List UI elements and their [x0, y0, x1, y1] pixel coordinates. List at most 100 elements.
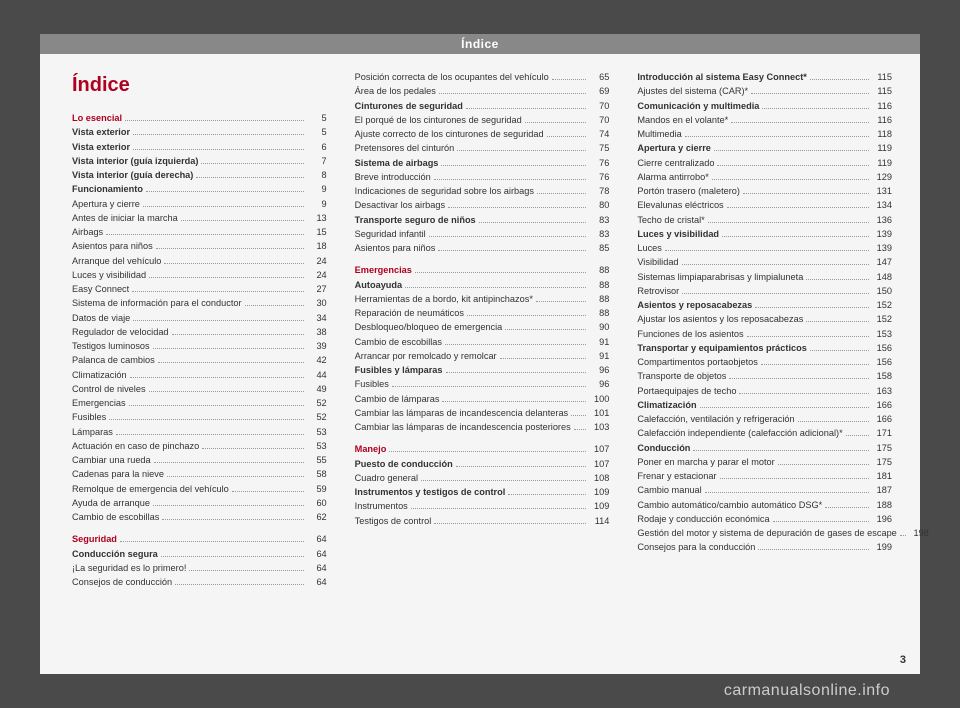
toc-row: Luces139: [637, 241, 892, 255]
toc-label: Actuación en caso de pinchazo: [72, 439, 199, 453]
toc-page: 85: [589, 241, 609, 255]
toc-page: 83: [589, 213, 609, 227]
toc-dots: [181, 220, 304, 221]
toc-row: Ajustar los asientos y los reposacabezas…: [637, 312, 892, 326]
toc-label: Cambio de lámparas: [355, 392, 440, 406]
toc-label: Manejo: [355, 442, 387, 456]
toc-row: Cambio de escobillas 62: [72, 510, 327, 524]
toc-dots: [747, 336, 869, 337]
toc-label: Gestión del motor y sistema de depuració…: [637, 526, 896, 540]
toc-page: 139: [872, 227, 892, 241]
toc-page: 9: [307, 182, 327, 196]
toc-dots: [806, 279, 869, 280]
toc-row: Cambiar las lámparas de incandescencia p…: [355, 420, 610, 434]
toc-dots: [125, 120, 304, 121]
toc-row: Conducción175: [637, 441, 892, 455]
toc-row: Vista interior (guía derecha)8: [72, 168, 327, 182]
toc-label: Consejos para la conducción: [637, 540, 755, 554]
toc-label: Apertura y cierre: [637, 141, 711, 155]
toc-page: 134: [872, 198, 892, 212]
toc-row: Ajustes del sistema (CAR)* 115: [637, 84, 892, 98]
toc-label: Conducción: [637, 441, 690, 455]
toc-row: Cambio de lámparas100: [355, 392, 610, 406]
toc-row: Consejos para la conducción199: [637, 540, 892, 554]
toc-dots: [717, 165, 869, 166]
toc-dots: [164, 263, 303, 264]
toc-label: Visibilidad: [637, 255, 678, 269]
toc-page: 103: [589, 420, 609, 434]
toc-page: 116: [872, 99, 892, 113]
toc-page: 150: [872, 284, 892, 298]
toc-dots: [149, 277, 304, 278]
toc-page: 196: [872, 512, 892, 526]
toc-row: Lámparas53: [72, 425, 327, 439]
toc-row: Área de los pedales69: [355, 84, 610, 98]
toc-row: Sistema de información para el conductor…: [72, 296, 327, 310]
toc-dots: [574, 429, 587, 430]
toc-label: Cierre centralizado: [637, 156, 714, 170]
toc-label: Pretensores del cinturón: [355, 141, 455, 155]
toc-dots: [116, 434, 304, 435]
toc-dots: [900, 535, 906, 536]
toc-label: Herramientas de a bordo, kit antipinchaz…: [355, 292, 533, 306]
toc-row: Cambio automático/cambio automático DSG*…: [637, 498, 892, 512]
toc-page: 156: [872, 355, 892, 369]
watermark: carmanualsonline.info: [724, 682, 890, 700]
toc-label: Cambio manual: [637, 483, 701, 497]
toc-row: Climatización166: [637, 398, 892, 412]
toc-dots: [167, 476, 304, 477]
toc-label: Cambio de escobillas: [72, 510, 159, 524]
toc-label: Breve introducción: [355, 170, 431, 184]
toc-page: 115: [872, 84, 892, 98]
toc-row: Cuadro general108: [355, 471, 610, 485]
toc-label: Seguridad: [72, 532, 117, 546]
toc-label: Ajustar los asientos y los reposacabezas: [637, 312, 803, 326]
toc-label: Arranque del vehículo: [72, 254, 161, 268]
toc-label: Poner en marcha y parar el motor: [637, 455, 774, 469]
column-1: Índice Lo esencial5Vista exterior5Vista …: [72, 70, 327, 589]
toc-dots: [761, 364, 869, 365]
toc-row: Transportar y equipamientos prácticos156: [637, 341, 892, 355]
toc-dots: [722, 236, 869, 237]
toc-dots: [536, 301, 586, 302]
toc-page: 91: [589, 349, 609, 363]
toc-dots: [825, 507, 869, 508]
toc-page: 59: [307, 482, 327, 496]
toc-dots: [762, 108, 869, 109]
toc-dots: [700, 407, 869, 408]
toc-dots: [537, 193, 586, 194]
toc-page: 96: [589, 363, 609, 377]
toc-label: Ajustes del sistema (CAR)*: [637, 84, 748, 98]
toc-page: 64: [307, 547, 327, 561]
toc-dots: [245, 305, 304, 306]
toc-page: 88: [589, 292, 609, 306]
toc-page: 163: [872, 384, 892, 398]
toc-row: Arrancar por remolcado y remolcar91: [355, 349, 610, 363]
toc-label: Cambiar las lámparas de incandescencia p…: [355, 420, 571, 434]
toc-label: Regulador de velocidad: [72, 325, 169, 339]
toc-page: 62: [307, 510, 327, 524]
toc-row: Consejos de conducción64: [72, 575, 327, 589]
toc-dots: [429, 236, 587, 237]
toc-label: Vista interior (guía derecha): [72, 168, 193, 182]
toc-dots: [705, 492, 869, 493]
toc-row: Compartimentos portaobjetos 156: [637, 355, 892, 369]
toc-label: Rodaje y conducción económica: [637, 512, 769, 526]
toc-label: Fusibles y lámparas: [355, 363, 443, 377]
toc-row: Cierre centralizado119: [637, 156, 892, 170]
toc-dots: [411, 508, 587, 509]
toc-label: Compartimentos portaobjetos: [637, 355, 758, 369]
toc-page: 30: [307, 296, 327, 310]
toc-page: 52: [307, 410, 327, 424]
toc-dots: [479, 222, 587, 223]
toc-label: Calefacción independiente (calefacción a…: [637, 426, 842, 440]
toc-row: Testigos de control114: [355, 514, 610, 528]
toc-dots: [175, 584, 304, 585]
toc-label: Easy Connect: [72, 282, 129, 296]
toc-row: Multimedia118: [637, 127, 892, 141]
toc-dots: [438, 250, 586, 251]
toc-page: 136: [872, 213, 892, 227]
toc-row: Lo esencial5: [72, 111, 327, 125]
toc-row: ¡La seguridad es lo primero!64: [72, 561, 327, 575]
toc-dots: [731, 122, 869, 123]
